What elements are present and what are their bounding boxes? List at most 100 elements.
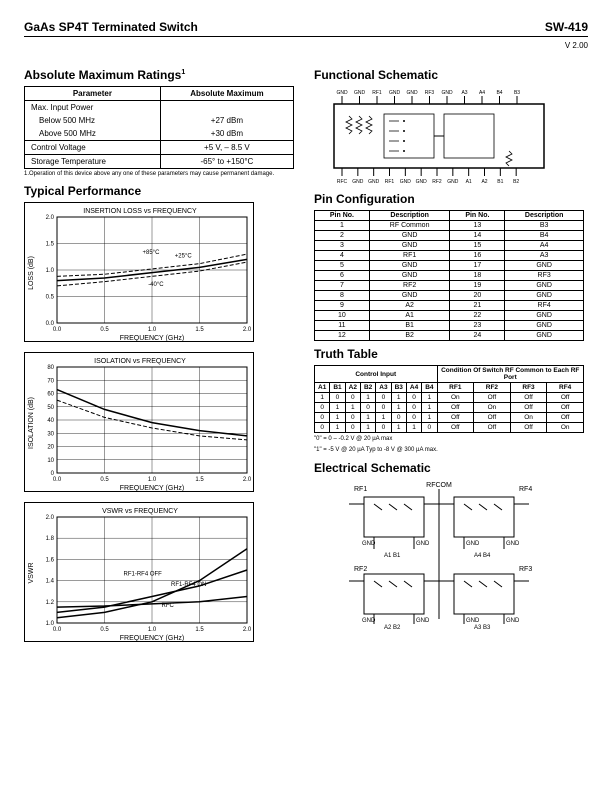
svg-text:GND: GND <box>352 179 364 185</box>
svg-text:0.5: 0.5 <box>100 477 109 483</box>
svg-text:A2: A2 <box>481 179 487 185</box>
func-schem-title: Functional Schematic <box>314 68 584 82</box>
svg-text:RF3: RF3 <box>519 566 532 573</box>
svg-text:1.5: 1.5 <box>46 242 55 248</box>
svg-text:2.0: 2.0 <box>243 627 252 633</box>
svg-text:A3 B3: A3 B3 <box>474 625 491 629</box>
svg-text:-40°C: -40°C <box>148 282 164 288</box>
svg-text:GND: GND <box>416 179 428 185</box>
pin-cfg-title: Pin Configuration <box>314 192 584 206</box>
svg-text:+25°C: +25°C <box>175 253 193 259</box>
amr-title: Absolute Maximum Ratings1 <box>24 68 294 82</box>
svg-text:1.0: 1.0 <box>46 268 55 274</box>
svg-text:1.0: 1.0 <box>148 327 157 333</box>
svg-text:GND: GND <box>416 541 430 547</box>
svg-text:GND: GND <box>362 541 376 547</box>
svg-text:ISOLATION (dB): ISOLATION (dB) <box>28 397 35 449</box>
svg-text:GND: GND <box>362 618 376 624</box>
electrical-schematic: RFCOM RF1 GND GND A1 B1 RF4 <box>314 479 564 629</box>
svg-text:VSWR: VSWR <box>28 563 35 584</box>
svg-text:B4: B4 <box>496 90 502 96</box>
chart-isolation: ISOLATION vs FREQUENCYISOLATION (dB)FREQ… <box>24 352 254 492</box>
svg-text:+85°C: +85°C <box>143 250 161 256</box>
svg-text:RF2: RF2 <box>354 566 367 573</box>
svg-text:LOSS (dB): LOSS (dB) <box>28 256 35 290</box>
elec-schem-title: Electrical Schematic <box>314 461 584 475</box>
svg-text:GND: GND <box>406 90 418 96</box>
truth-note1: "0" = 0 – -0.2 V @ 20 µA max <box>314 436 584 444</box>
svg-text:0.5: 0.5 <box>100 627 109 633</box>
svg-text:1.8: 1.8 <box>46 536 55 542</box>
svg-text:2.0: 2.0 <box>243 477 252 483</box>
header-right: SW-419 <box>545 20 588 34</box>
version: V 2.00 <box>24 41 588 50</box>
amr-table: ParameterAbsolute Maximum Max. Input Pow… <box>24 86 294 169</box>
truth-title: Truth Table <box>314 347 584 361</box>
svg-text:A1: A1 <box>466 179 472 185</box>
amr-note: 1.Operation of this device above any one… <box>24 171 294 178</box>
svg-text:80: 80 <box>47 365 54 371</box>
svg-text:10: 10 <box>47 458 54 464</box>
svg-text:0.0: 0.0 <box>53 327 62 333</box>
chart-insertion-loss: INSERTION LOSS vs FREQUENCY LOSS (dB) FREQ… <box>24 202 254 342</box>
svg-text:GND: GND <box>441 90 453 96</box>
svg-text:RFC: RFC <box>337 179 348 185</box>
svg-text:1.4: 1.4 <box>46 579 55 585</box>
svg-text:FREQUENCY (GHz): FREQUENCY (GHz) <box>120 335 184 342</box>
svg-text:RF1: RF1 <box>372 90 382 96</box>
svg-text:RF3: RF3 <box>425 90 435 96</box>
typ-perf-title: Typical Performance <box>24 184 294 198</box>
svg-text:A4 B4: A4 B4 <box>474 553 491 559</box>
svg-text:B2: B2 <box>513 179 519 185</box>
svg-text:RF2: RF2 <box>432 179 442 185</box>
svg-text:1.5: 1.5 <box>195 327 204 333</box>
svg-text:1.0: 1.0 <box>148 627 157 633</box>
svg-text:A1 B1: A1 B1 <box>384 553 401 559</box>
svg-text:VSWR vs FREQUENCY: VSWR vs FREQUENCY <box>102 508 178 515</box>
svg-text:1.5: 1.5 <box>195 627 204 633</box>
pin-table: Pin No.DescriptionPin No.Description1RF … <box>314 210 584 341</box>
svg-text:20: 20 <box>47 445 54 451</box>
svg-text:GND: GND <box>336 90 348 96</box>
svg-text:GND: GND <box>354 90 366 96</box>
svg-text:GND: GND <box>389 90 401 96</box>
svg-text:INSERTION LOSS vs FREQUENCY: INSERTION LOSS vs FREQUENCY <box>83 208 197 215</box>
truth-table: Control InputCondition Of Switch RF Comm… <box>314 365 584 433</box>
svg-text:1.6: 1.6 <box>46 558 55 564</box>
svg-text:A4: A4 <box>479 90 485 96</box>
svg-text:0.5: 0.5 <box>100 327 109 333</box>
svg-text:GND: GND <box>506 618 520 624</box>
svg-text:RF1: RF1 <box>385 179 395 185</box>
svg-text:30: 30 <box>47 431 54 437</box>
svg-text:RFC: RFC <box>162 603 175 609</box>
svg-text:RF1-RF4 OFF: RF1-RF4 OFF <box>124 571 163 577</box>
svg-text:70: 70 <box>47 378 54 384</box>
svg-text:60: 60 <box>47 392 54 398</box>
svg-text:1.0: 1.0 <box>148 477 157 483</box>
svg-text:GND: GND <box>506 541 520 547</box>
svg-text:ISOLATION vs FREQUENCY: ISOLATION vs FREQUENCY <box>94 358 186 365</box>
functional-schematic: GNDGNDRF1GNDGNDRF3GNDA3A4B4B3RFCGNDGNDRF… <box>314 86 564 186</box>
svg-text:RF1: RF1 <box>354 486 367 493</box>
svg-text:0.0: 0.0 <box>53 627 62 633</box>
svg-text:B1: B1 <box>497 179 503 185</box>
header-left: GaAs SP4T Terminated Switch <box>24 20 198 34</box>
svg-text:GND: GND <box>447 179 459 185</box>
svg-text:1.2: 1.2 <box>46 600 55 606</box>
svg-text:RF4: RF4 <box>519 486 532 493</box>
svg-text:RF1-RF4 ON: RF1-RF4 ON <box>171 582 206 588</box>
svg-text:GND: GND <box>466 618 480 624</box>
svg-text:0.0: 0.0 <box>53 477 62 483</box>
svg-text:GND: GND <box>466 541 480 547</box>
svg-text:2.0: 2.0 <box>46 215 55 221</box>
svg-text:A3: A3 <box>461 90 467 96</box>
svg-text:GND: GND <box>368 179 380 185</box>
svg-text:GND: GND <box>416 618 430 624</box>
truth-note2: "1" = -5 V @ 20 µA Typ to -8 V @ 300 µA … <box>314 447 584 455</box>
svg-text:1.5: 1.5 <box>195 477 204 483</box>
svg-text:2.0: 2.0 <box>243 327 252 333</box>
svg-text:FREQUENCY (GHz): FREQUENCY (GHz) <box>120 635 184 642</box>
svg-text:50: 50 <box>47 405 54 411</box>
chart-vswr: VSWR vs FREQUENCY VSWR FREQUENCY (GHz) 1.0 1… <box>24 502 254 642</box>
svg-text:2.0: 2.0 <box>46 515 55 521</box>
